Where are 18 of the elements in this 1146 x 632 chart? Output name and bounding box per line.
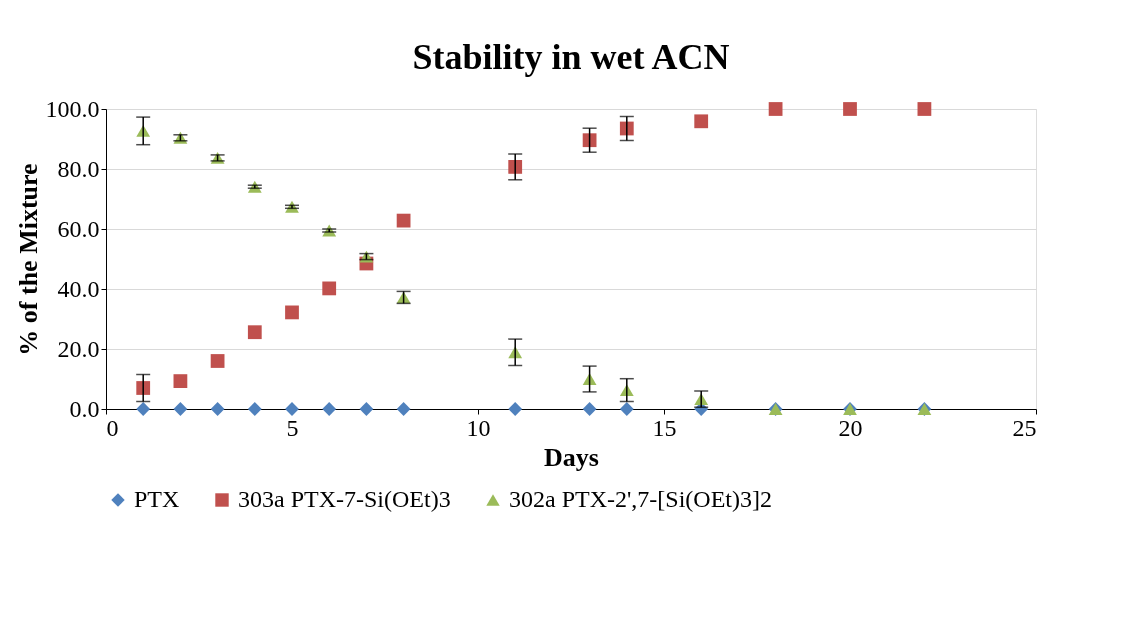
y-tick-label: 0.0 bbox=[69, 395, 100, 422]
y-tick-label: 60.0 bbox=[57, 215, 100, 242]
y-tick-label: 20.0 bbox=[57, 335, 100, 362]
x-tick-label: 0 bbox=[106, 414, 119, 441]
x-tick-label: 15 bbox=[652, 414, 677, 441]
y-tick-label: 40.0 bbox=[57, 275, 100, 302]
x-tick-label: 5 bbox=[286, 414, 299, 441]
x-tick-label: 25 bbox=[1012, 414, 1037, 441]
chart-title: Stability in wet ACN bbox=[412, 37, 730, 77]
y-tick-label: 80.0 bbox=[57, 155, 100, 182]
y-axis-title: % of the Mixture bbox=[13, 163, 43, 356]
y-tick-label: 100.0 bbox=[45, 95, 100, 122]
x-tick-label: 20 bbox=[838, 414, 863, 441]
x-axis-title: Days bbox=[544, 442, 599, 472]
legend-label: PTX bbox=[134, 486, 180, 512]
legend-label: 302a PTX-2',7-[Si(OEt)3]2 bbox=[509, 486, 772, 512]
legend-label: 303a PTX-7-Si(OEt)3 bbox=[238, 486, 451, 512]
x-tick-label: 10 bbox=[466, 414, 491, 441]
